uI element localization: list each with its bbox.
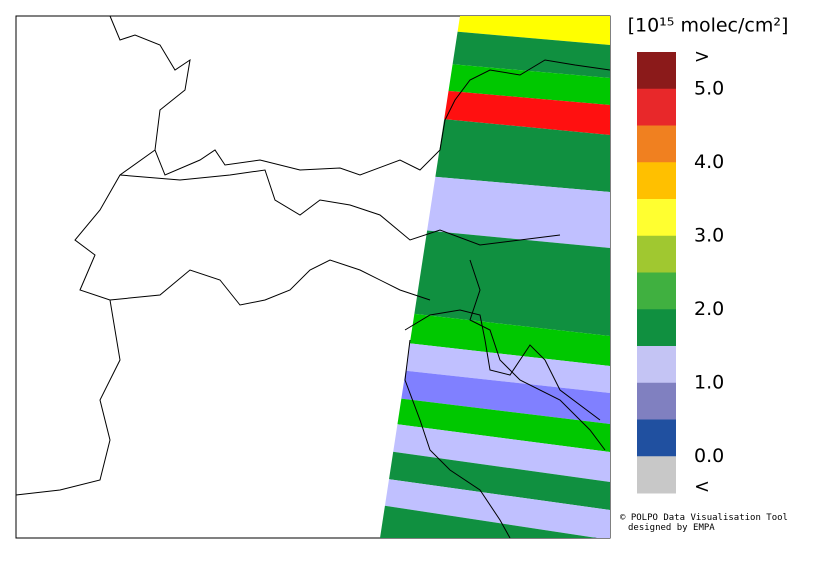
colorbar-label: 3.0 <box>694 224 724 246</box>
colorbar-swatch <box>637 125 676 163</box>
colorbar-label: > <box>694 46 710 68</box>
colorbar-swatch <box>637 162 676 200</box>
colorbar-swatch <box>637 309 676 347</box>
colorbar-label: 4.0 <box>694 151 724 173</box>
colorbar-swatch <box>637 272 676 310</box>
colorbar-label: 0.0 <box>694 445 724 467</box>
colorbar-label: 1.0 <box>694 371 724 393</box>
credit: designed by EMPA <box>628 523 715 533</box>
colorbar-swatch <box>637 235 676 273</box>
colorbar-label: 5.0 <box>694 77 724 99</box>
colorbar-swatch <box>637 52 676 90</box>
colorbar-swatch <box>637 88 676 126</box>
colorbar-swatch <box>637 382 676 420</box>
borders <box>15 15 611 539</box>
colorbar-title: [10¹⁵ molec/cm²] <box>628 15 789 37</box>
colorbar-label: 2.0 <box>694 298 724 320</box>
colorbar-swatch <box>637 419 676 457</box>
colorbar-swatch <box>637 456 676 494</box>
colorbar-swatch <box>637 346 676 384</box>
credit: © POLPO Data Visualisation Tool <box>620 513 788 523</box>
colorbar-label: < <box>694 476 710 498</box>
colorbar-swatch <box>637 199 676 237</box>
satellite-swath <box>380 16 610 538</box>
